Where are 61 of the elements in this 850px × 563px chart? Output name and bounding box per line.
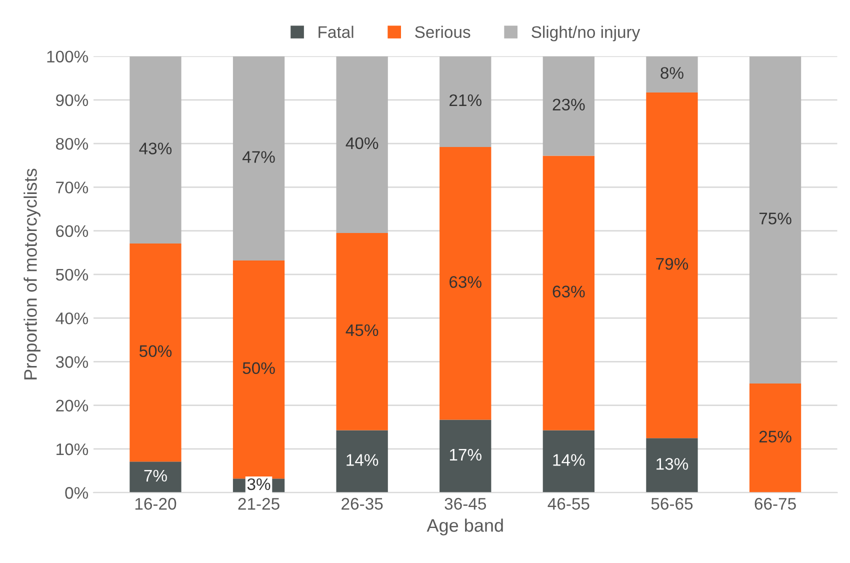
bar: [440, 147, 492, 420]
y-tick-label: 30%: [56, 356, 88, 368]
bar: [336, 56, 388, 234]
y-tick-label: 10%: [56, 443, 88, 456]
bar: [749, 384, 802, 493]
bar: [336, 233, 388, 430]
data-label: 25%: [759, 430, 792, 443]
y-tick-label: 0%: [65, 487, 88, 499]
legend-label: Serious: [415, 26, 470, 38]
data-label: 13%: [656, 458, 688, 470]
legend-label: Slight/no injury: [532, 26, 640, 42]
data-label: 21%: [450, 94, 482, 106]
data-label: 14%: [346, 454, 378, 466]
data-label: 50%: [139, 345, 172, 358]
bar: [749, 56, 802, 384]
bar: [646, 438, 698, 493]
x-tick-label: 36-45: [444, 498, 486, 510]
x-tick-label: 56-65: [651, 498, 693, 510]
bar: [130, 56, 182, 244]
y-tick-label: 80%: [56, 138, 88, 150]
y-tick-label: 100%: [47, 50, 88, 63]
bar: [542, 56, 594, 156]
y-axis-title: Proportion of motorcyclists: [24, 168, 40, 380]
bar: [232, 56, 285, 260]
data-label: 7%: [144, 470, 167, 482]
x-tick-label: 26-35: [342, 498, 383, 510]
bar: [646, 92, 698, 438]
data-label: 43%: [139, 142, 172, 154]
x-tick-label: 66-75: [754, 498, 796, 510]
bar: [130, 243, 182, 462]
y-tick-label: 90%: [56, 94, 88, 106]
y-tick-label: 50%: [56, 268, 88, 281]
bar: [130, 462, 182, 493]
data-label: 23%: [552, 98, 585, 111]
data-label: 50%: [242, 362, 275, 374]
x-tick-label: 16-20: [135, 498, 176, 510]
x-tick-label: 21-25: [238, 498, 280, 510]
y-tick-label: 20%: [56, 400, 88, 412]
legend-label: Fatal: [318, 26, 354, 38]
data-label: 40%: [346, 137, 378, 150]
y-tick-label: 70%: [56, 182, 88, 194]
data-label: 75%: [759, 212, 792, 224]
bar: [440, 56, 492, 148]
bar: [440, 420, 492, 493]
data-label: 45%: [346, 324, 378, 336]
y-tick-label: 40%: [56, 312, 88, 324]
data-label: 63%: [450, 276, 482, 288]
data-label: 17%: [450, 448, 482, 461]
x-axis-title: Age band: [426, 518, 503, 536]
data-label: 3%: [247, 478, 270, 490]
data-label: 79%: [656, 258, 688, 270]
data-label: 8%: [660, 67, 684, 79]
data-label: 14%: [553, 454, 585, 466]
bar: [336, 430, 388, 493]
bar: [542, 430, 594, 493]
x-tick-label: 46-55: [548, 498, 590, 510]
data-label: 63%: [552, 286, 585, 298]
bar: [542, 156, 594, 430]
bar: [646, 56, 698, 93]
y-tick-label: 60%: [56, 225, 88, 238]
data-label: 47%: [242, 151, 275, 163]
